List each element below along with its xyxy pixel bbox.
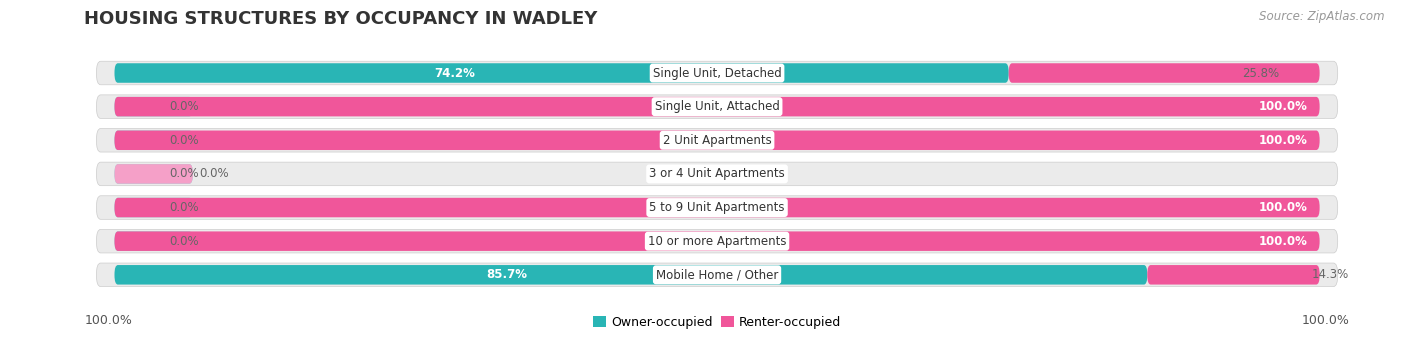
Text: 100.0%: 100.0% bbox=[1258, 201, 1308, 214]
Text: 3 or 4 Unit Apartments: 3 or 4 Unit Apartments bbox=[650, 167, 785, 180]
Text: 5 to 9 Unit Apartments: 5 to 9 Unit Apartments bbox=[650, 201, 785, 214]
Text: 0.0%: 0.0% bbox=[169, 167, 198, 180]
Text: Single Unit, Attached: Single Unit, Attached bbox=[655, 100, 779, 113]
Text: HOUSING STRUCTURES BY OCCUPANCY IN WADLEY: HOUSING STRUCTURES BY OCCUPANCY IN WADLE… bbox=[84, 10, 598, 28]
FancyBboxPatch shape bbox=[97, 162, 1337, 186]
FancyBboxPatch shape bbox=[114, 164, 193, 184]
Text: 100.0%: 100.0% bbox=[84, 314, 132, 327]
FancyBboxPatch shape bbox=[97, 129, 1337, 152]
FancyBboxPatch shape bbox=[114, 63, 1008, 83]
Text: 14.3%: 14.3% bbox=[1312, 268, 1348, 281]
FancyBboxPatch shape bbox=[97, 229, 1337, 253]
FancyBboxPatch shape bbox=[114, 97, 193, 116]
FancyBboxPatch shape bbox=[114, 131, 193, 150]
FancyBboxPatch shape bbox=[97, 95, 1337, 118]
Text: 0.0%: 0.0% bbox=[169, 201, 198, 214]
Text: Source: ZipAtlas.com: Source: ZipAtlas.com bbox=[1260, 10, 1385, 23]
Text: 0.0%: 0.0% bbox=[169, 235, 198, 248]
FancyBboxPatch shape bbox=[97, 263, 1337, 286]
Text: 2 Unit Apartments: 2 Unit Apartments bbox=[662, 134, 772, 147]
Text: 0.0%: 0.0% bbox=[169, 134, 198, 147]
FancyBboxPatch shape bbox=[114, 97, 1320, 116]
Text: 100.0%: 100.0% bbox=[1302, 314, 1350, 327]
Text: 0.0%: 0.0% bbox=[198, 167, 228, 180]
Text: Single Unit, Detached: Single Unit, Detached bbox=[652, 66, 782, 79]
Text: 74.2%: 74.2% bbox=[434, 66, 475, 79]
FancyBboxPatch shape bbox=[114, 232, 1320, 251]
Text: 10 or more Apartments: 10 or more Apartments bbox=[648, 235, 786, 248]
FancyBboxPatch shape bbox=[114, 232, 193, 251]
FancyBboxPatch shape bbox=[97, 61, 1337, 85]
FancyBboxPatch shape bbox=[97, 196, 1337, 219]
FancyBboxPatch shape bbox=[114, 265, 1147, 284]
FancyBboxPatch shape bbox=[114, 198, 1320, 217]
Text: 85.7%: 85.7% bbox=[486, 268, 527, 281]
FancyBboxPatch shape bbox=[1147, 265, 1320, 284]
Text: Mobile Home / Other: Mobile Home / Other bbox=[655, 268, 779, 281]
Text: 0.0%: 0.0% bbox=[169, 100, 198, 113]
FancyBboxPatch shape bbox=[1008, 63, 1320, 83]
FancyBboxPatch shape bbox=[114, 164, 193, 184]
FancyBboxPatch shape bbox=[114, 198, 193, 217]
Text: 25.8%: 25.8% bbox=[1241, 66, 1279, 79]
Legend: Owner-occupied, Renter-occupied: Owner-occupied, Renter-occupied bbox=[588, 311, 846, 334]
Text: 100.0%: 100.0% bbox=[1258, 134, 1308, 147]
FancyBboxPatch shape bbox=[114, 131, 1320, 150]
Text: 100.0%: 100.0% bbox=[1258, 100, 1308, 113]
Text: 100.0%: 100.0% bbox=[1258, 235, 1308, 248]
